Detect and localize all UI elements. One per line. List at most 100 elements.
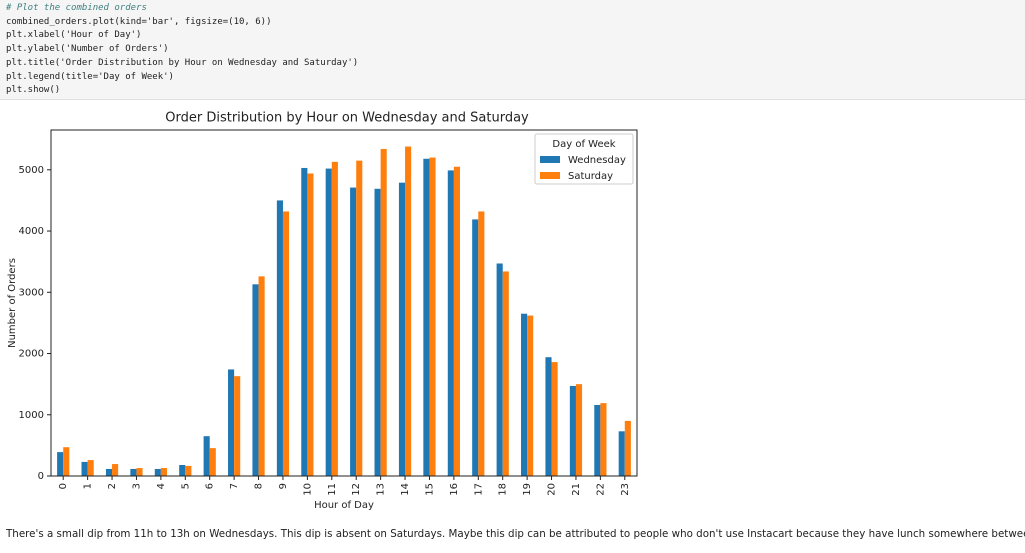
x-tick-label: 19 xyxy=(522,483,533,496)
x-tick-label: 18 xyxy=(498,483,509,496)
code-line: # Plot the combined orders xyxy=(6,3,147,13)
bar xyxy=(569,385,576,476)
bar xyxy=(179,464,186,476)
y-tick-label: 5000 xyxy=(19,165,44,176)
bar xyxy=(600,403,607,476)
bar xyxy=(130,468,137,476)
bar xyxy=(258,276,265,476)
bar xyxy=(472,219,479,476)
bar xyxy=(105,468,113,476)
legend: Day of Week Wednesday Saturday xyxy=(534,133,634,185)
chart-title: Order Distribution by Hour on Wednesday … xyxy=(165,111,529,126)
legend-swatch xyxy=(540,156,560,163)
bar xyxy=(478,211,485,476)
x-tick-label: 23 xyxy=(620,483,631,496)
bar xyxy=(374,188,381,477)
bar xyxy=(185,465,192,476)
x-tick-label: 17 xyxy=(473,483,484,496)
x-tick-label: 11 xyxy=(327,483,338,496)
x-tick-label: 10 xyxy=(302,483,313,496)
bar xyxy=(81,461,88,476)
y-tick-label: 0 xyxy=(38,471,44,482)
bar xyxy=(447,170,454,476)
code-line: plt.title('Order Distribution by Hour on… xyxy=(6,57,359,68)
bar xyxy=(398,182,406,476)
bar xyxy=(112,464,119,476)
bar xyxy=(575,384,583,476)
code-line: plt.show() xyxy=(6,85,61,96)
x-tick-label: 3 xyxy=(131,483,142,489)
x-tick-label: 22 xyxy=(595,483,606,496)
bar xyxy=(429,157,436,476)
bar xyxy=(551,362,558,476)
x-axis-label: Hour of Day xyxy=(314,500,374,511)
x-tick-label: 8 xyxy=(254,483,265,489)
code-line: plt.ylabel('Number of Orders') xyxy=(6,44,169,55)
bar xyxy=(228,369,235,476)
y-tick-label: 3000 xyxy=(19,287,44,298)
bar xyxy=(209,448,216,476)
bar xyxy=(545,357,552,476)
x-tick-label: 13 xyxy=(376,483,387,496)
y-tick-label: 4000 xyxy=(19,226,44,237)
x-tick-label: 15 xyxy=(424,483,435,496)
x-tick-label: 12 xyxy=(351,483,362,496)
markdown-text: There's a small dip from 11h to 13h on W… xyxy=(6,528,1025,540)
bar xyxy=(356,160,363,476)
code-line: combined_orders.plot(kind='bar', figsize… xyxy=(6,16,272,27)
bar xyxy=(331,161,338,476)
bar xyxy=(234,376,241,476)
x-tick-label: 16 xyxy=(449,483,460,496)
bar xyxy=(136,468,143,476)
legend-swatch xyxy=(540,172,560,179)
x-tick-label: 0 xyxy=(58,483,69,489)
x-tick-label: 20 xyxy=(547,483,558,496)
y-tick-label: 1000 xyxy=(19,410,44,421)
bar xyxy=(63,447,70,476)
bar xyxy=(453,166,460,477)
x-tick-label: 9 xyxy=(278,483,289,489)
bar xyxy=(276,200,283,476)
bar xyxy=(154,468,161,476)
bar xyxy=(624,420,631,476)
bar xyxy=(203,436,210,476)
bar xyxy=(350,187,357,476)
bar xyxy=(496,263,503,476)
bar xyxy=(527,315,534,476)
chart: Order Distribution by Hour on Wednesday … xyxy=(7,111,638,511)
legend-box xyxy=(534,133,634,185)
bar xyxy=(160,468,167,476)
bar xyxy=(325,168,332,476)
x-tick-label: 1 xyxy=(83,483,94,489)
bar xyxy=(594,404,601,476)
bar xyxy=(57,452,64,476)
legend-label: Saturday xyxy=(568,171,613,182)
code-line: plt.legend(title='Day of Week') xyxy=(6,71,174,82)
bar xyxy=(502,271,509,476)
x-tick-label: 7 xyxy=(229,483,240,489)
x-tick-label: 21 xyxy=(571,483,582,496)
x-tick-label: 14 xyxy=(400,483,411,496)
plot-frame xyxy=(50,129,638,477)
bar xyxy=(301,167,308,476)
x-tick-label: 2 xyxy=(107,483,118,489)
bar xyxy=(252,284,259,476)
code-line: plt.xlabel('Hour of Day') xyxy=(6,30,142,41)
bar xyxy=(618,431,625,476)
y-axis-label: Number of Orders xyxy=(7,258,18,348)
bar xyxy=(521,313,528,476)
bar xyxy=(380,148,387,476)
x-tick-label: 4 xyxy=(156,483,167,489)
code-cell[interactable]: # Plot the combined orders combined_order… xyxy=(0,0,1025,100)
bar xyxy=(307,173,314,476)
legend-label: Wednesday xyxy=(568,155,626,166)
bar xyxy=(87,460,94,476)
bar xyxy=(282,211,290,476)
y-tick-label: 2000 xyxy=(19,349,44,360)
bar xyxy=(423,158,430,477)
legend-title: Day of Week xyxy=(552,139,615,150)
bar xyxy=(405,146,412,476)
x-tick-label: 6 xyxy=(205,483,216,489)
x-tick-label: 5 xyxy=(180,483,191,489)
